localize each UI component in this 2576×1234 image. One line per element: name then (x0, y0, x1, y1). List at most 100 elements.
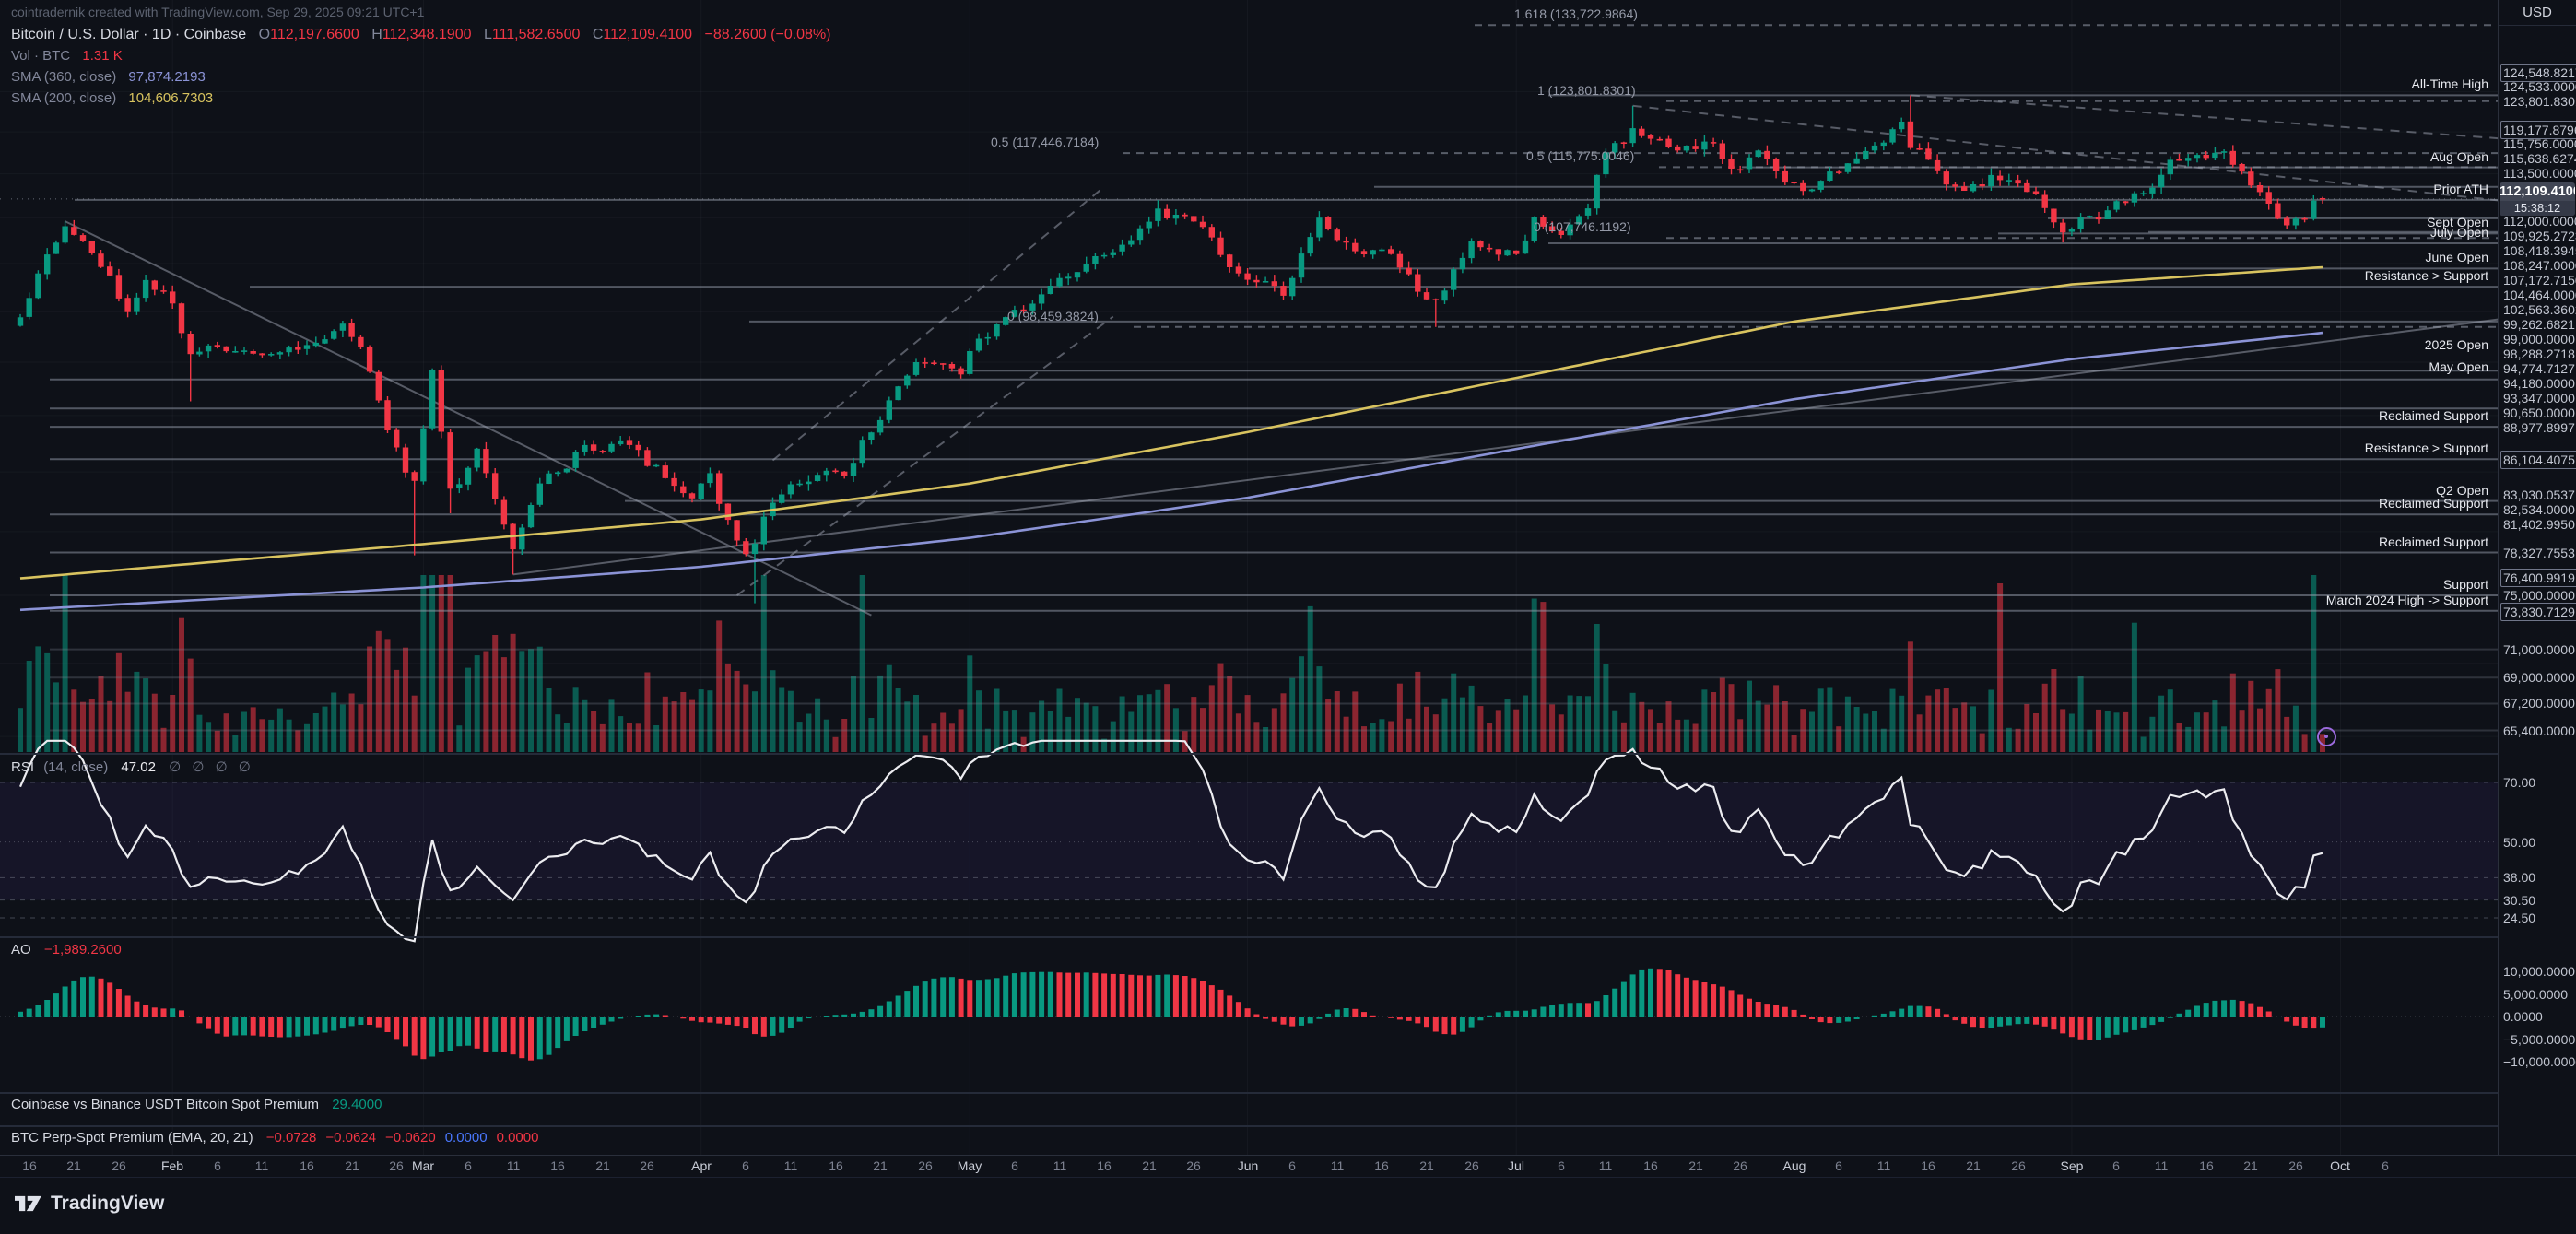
price-axis-label: 109,925.2723 (2503, 228, 2576, 243)
close-label: C (592, 27, 604, 42)
time-axis-label: 26 (2288, 1158, 2303, 1173)
time-axis-label: 6 (214, 1158, 221, 1173)
level-annotation[interactable]: 2025 Open (2424, 336, 2488, 352)
price-axis-label: 65,400.0000 (2503, 723, 2575, 738)
perp-premium-value: −0.0624 (325, 1130, 377, 1146)
high-label: H (371, 27, 382, 42)
time-axis-label: 16 (300, 1158, 314, 1173)
footer-bar: TradingView (0, 1177, 2576, 1234)
time-axis-label: 26 (640, 1158, 654, 1173)
fib-level-label[interactable]: 0 (107,746.1192) (1534, 219, 1631, 235)
level-annotation[interactable]: Prior ATH (2433, 181, 2488, 196)
level-annotation[interactable]: Aug Open (2429, 148, 2488, 164)
open-value: 112,197.6600 (270, 27, 359, 42)
level-annotation[interactable]: June Open (2425, 250, 2489, 265)
ao-value: −1,989.2600 (43, 942, 122, 958)
price-axis-label: 94,180.0000 (2503, 375, 2575, 391)
currency-toggle[interactable]: USD (2499, 5, 2576, 26)
level-annotation[interactable]: All-Time High (2411, 76, 2489, 92)
level-annotation[interactable]: July Open (2429, 225, 2488, 241)
price-axis-label: 67,200.0000 (2503, 696, 2575, 711)
current-price-value: 112,109.4100 (2500, 183, 2575, 199)
time-axis-label: 21 (1419, 1158, 1434, 1173)
level-annotation[interactable]: Resistance > Support (2364, 268, 2488, 284)
time-axis-label: 26 (918, 1158, 933, 1173)
rsi-title[interactable]: RSI (11, 759, 35, 775)
pane-separator[interactable] (0, 753, 2576, 755)
pane-separator[interactable] (0, 1092, 2576, 1094)
level-annotation[interactable]: Reclaimed Support (2378, 496, 2488, 511)
sma360-value: 97,874.2193 (128, 69, 206, 85)
sma200-label[interactable]: SMA (200, close) (11, 90, 117, 106)
time-axis-label: 6 (2112, 1158, 2120, 1173)
fib-level-label[interactable]: 0.5 (115,775.0046) (1526, 148, 1635, 164)
price-axis[interactable]: USD 124,548.8217 124,533.0000 123,801.8301… (2498, 0, 2576, 1155)
rsi-value: 47.02 (121, 759, 156, 775)
price-axis-label: 50.00 (2503, 834, 2536, 850)
level-annotation[interactable]: Q2 Open (2436, 482, 2488, 498)
time-axis-label: 11 (1598, 1158, 1613, 1173)
level-annotation[interactable]: Reclaimed Support (2378, 534, 2488, 549)
sma360-legend-row: SMA (360, close) 97,874.2193 (11, 66, 831, 88)
watermark: cointradernik created with TradingView.c… (11, 5, 425, 19)
pane-separator[interactable] (0, 936, 2576, 938)
level-annotation[interactable]: Resistance > Support (2364, 441, 2488, 456)
sma-layer (19, 265, 2323, 612)
pane-separator[interactable] (0, 1125, 2576, 1127)
time-axis-label: 6 (1835, 1158, 1842, 1173)
price-axis-label: 88,977.8997 (2503, 419, 2575, 435)
time-axis[interactable]: 16 21 26 Feb 6 11 16 21 26 Mar 6 11 16 21 26 Apr 6 11 16 21… (0, 1155, 2576, 1178)
level-annotation[interactable]: March 2024 High -> Support (2325, 592, 2488, 607)
level-annotation[interactable]: Sept Open (2427, 215, 2488, 230)
time-axis-label: 26 (2011, 1158, 2026, 1173)
sma360-label[interactable]: SMA (360, close) (11, 69, 117, 85)
symbol-legend: Bitcoin / U.S. Dollar · 1D · Coinbase O1… (11, 24, 831, 109)
tradingview-logo[interactable]: TradingView (15, 1193, 164, 1215)
change-value: −88.2600 (−0.08%) (704, 27, 831, 42)
time-axis-label: 16 (1643, 1158, 1658, 1173)
low-value: 111,582.6500 (491, 27, 581, 42)
symbol-title[interactable]: Bitcoin / U.S. Dollar · 1D · Coinbase (11, 27, 247, 42)
time-axis-label: 16 (22, 1158, 37, 1173)
ao-title[interactable]: AO (11, 942, 31, 958)
price-axis-label: 94,774.7127 (2503, 360, 2575, 376)
time-axis-label: 21 (1688, 1158, 1703, 1173)
price-axis-label: 76,400.9919 (2500, 569, 2576, 588)
fib-level-label[interactable]: 0 (98,459.3824) (1007, 308, 1099, 323)
price-axis-label: 38.00 (2503, 870, 2536, 886)
spot-premium-title[interactable]: Coinbase vs Binance USDT Bitcoin Spot Pr… (11, 1097, 320, 1112)
scroll-to-recent-icon[interactable] (2317, 727, 2336, 746)
fib-level-label[interactable]: 1 (123,801.8301) (1537, 82, 1636, 98)
price-axis-label: 10,000.0000 (2503, 964, 2575, 979)
time-axis-label: Mar (411, 1158, 435, 1173)
price-axis-label: 81,402.9950 (2503, 517, 2575, 533)
time-axis-label: 26 (389, 1158, 404, 1173)
perp-premium-value: −0.0620 (385, 1130, 436, 1146)
perp-premium-title[interactable]: BTC Perp-Spot Premium (EMA, 20, 21) (11, 1130, 253, 1146)
time-axis-label: Aug (1782, 1158, 1806, 1173)
fib-level-label[interactable]: 0.5 (117,446.7184) (991, 135, 1100, 150)
time-axis-label: May (957, 1158, 982, 1173)
fib-level-label[interactable]: 1.618 (133,722.9864) (1514, 6, 1638, 22)
price-axis-label: 83,030.0537 (2503, 488, 2575, 503)
time-axis-label: Sep (2060, 1158, 2084, 1173)
ao-legend: AO −1,989.2600 (11, 942, 122, 958)
time-axis-label: 11 (1053, 1158, 1067, 1173)
volume-value: 1.31 K (82, 48, 123, 64)
rsi-null-values: ∅ ∅ ∅ ∅ (169, 759, 254, 775)
price-axis-label: 5,000.0000 (2503, 986, 2569, 1002)
drawings-layer (65, 94, 2498, 617)
price-axis-label: 107,172.7150 (2503, 272, 2576, 288)
time-axis-label: 21 (1142, 1158, 1157, 1173)
price-axis-label: 30.50 (2503, 892, 2536, 908)
time-axis-label: 21 (873, 1158, 888, 1173)
perp-premium-legend: BTC Perp-Spot Premium (EMA, 20, 21) −0.0… (11, 1130, 538, 1146)
level-annotation[interactable]: Reclaimed Support (2378, 408, 2488, 424)
time-axis-label: Oct (2330, 1158, 2350, 1173)
level-annotation[interactable]: Support (2442, 576, 2488, 592)
spot-premium-legend: Coinbase vs Binance USDT Bitcoin Spot Pr… (11, 1097, 382, 1112)
level-annotation[interactable]: May Open (2429, 359, 2488, 375)
volume-legend-row: Vol · BTC 1.31 K (11, 45, 831, 66)
volume-label[interactable]: Vol · BTC (11, 48, 71, 64)
chart-canvas[interactable] (0, 0, 2498, 1155)
